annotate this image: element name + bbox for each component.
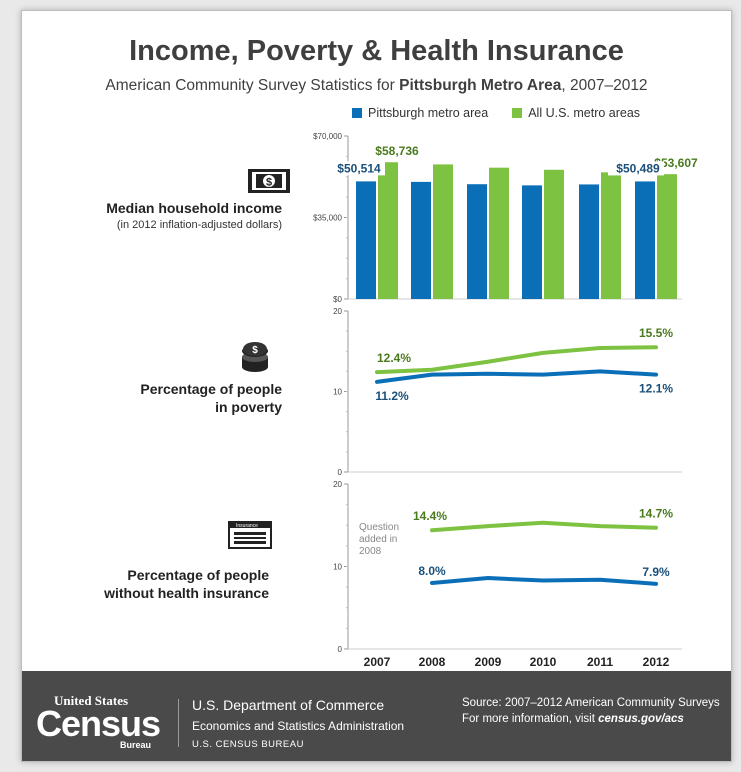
bar-us-2008: [433, 164, 453, 299]
data-label-bg-pittsburgh-2007: [329, 161, 385, 176]
x-tick-label-2012: 2012: [643, 655, 670, 669]
data-label-us-2012: $53,607: [654, 156, 698, 170]
data-label-us-1-2007: 12.4%: [377, 351, 411, 365]
income-label: Median household income (in 2012 inflati…: [22, 199, 282, 231]
line-pittsburgh-2: [430, 576, 658, 586]
page-title: Income, Poverty & Health Insurance: [129, 35, 624, 67]
y-tick-label-1: 0: [338, 468, 343, 477]
y-tick-label-2: 10: [333, 563, 342, 572]
question-note-line: 2008: [359, 546, 382, 557]
legend-label-pittsburgh: Pittsburgh metro area: [368, 106, 489, 120]
logo-united-states: United States: [54, 693, 129, 708]
x-tick-label-2007: 2007: [364, 655, 391, 669]
department-name: U.S. Department of Commerce: [192, 697, 385, 713]
bar-us-2012: [657, 174, 677, 299]
department-info: U.S. Department of Commerce Economics an…: [192, 697, 404, 750]
bureau-name: U.S. CENSUS BUREAU: [192, 739, 304, 750]
line-us-2: [430, 520, 658, 533]
administration-name: Economics and Statistics Administration: [192, 719, 405, 733]
insurance-title-line2: without health insurance: [104, 585, 269, 601]
bar-pittsburgh-2009: [467, 184, 487, 299]
data-label-us-2007: $58,736: [375, 144, 419, 158]
logo-bureau: Bureau: [120, 740, 152, 750]
data-label-pittsburgh-2-2008: 8.0%: [418, 564, 446, 578]
more-info-prefix: For more information, visit: [462, 713, 599, 725]
bar-pittsburgh-2012: [635, 181, 655, 299]
bar-us-2011: [601, 172, 621, 299]
data-label-pittsburgh-2007: $50,514: [337, 161, 381, 175]
y-tick-label-2: 20: [333, 480, 342, 489]
y-tick-label-0: $35,000: [313, 214, 342, 223]
source-line: Source: 2007–2012 American Community Sur…: [462, 697, 720, 709]
legend-label-us: All U.S. metro areas: [528, 106, 641, 120]
y-tick-label-2: 0: [338, 645, 343, 654]
y-tick-label-0: $0: [333, 295, 342, 304]
data-label-us-1-2012: 15.5%: [639, 326, 673, 340]
chart-area: $0 $35,000 $70,000 $58,736 $50,514 $53,607$50…: [313, 132, 704, 669]
footer: United States Census Bureau U.S. Departm…: [22, 671, 731, 761]
legend-item-pittsburgh: Pittsburgh metro area: [352, 106, 488, 120]
data-label-pittsburgh-1-2012: 12.1%: [639, 382, 673, 396]
y-tick-label-1: 10: [333, 388, 342, 397]
question-note-line: Question: [359, 522, 399, 533]
line-us-1: [375, 345, 658, 375]
census-logo: United States Census Bureau: [36, 693, 166, 750]
more-info-line: For more information, visit census.gov/a…: [462, 711, 720, 727]
page-subtitle: American Community Survey Statistics for…: [22, 77, 731, 95]
x-tick-label-2009: 2009: [475, 655, 502, 669]
subtitle-prefix: American Community Survey Statistics for: [105, 77, 400, 94]
svg-text:$: $: [266, 177, 272, 189]
coins-icon: $: [239, 339, 271, 378]
infographic-frame: Income, Poverty & Health Insurance Ameri…: [21, 10, 732, 762]
y-tick-label-1: 20: [333, 307, 342, 316]
question-note-line: added in: [359, 534, 397, 545]
data-label-us-2-2012: 14.7%: [639, 507, 673, 521]
insurance-card-icon: Insurance: [228, 521, 272, 554]
line-pittsburgh-1: [375, 369, 658, 384]
x-tick-label-2010: 2010: [530, 655, 557, 669]
income-title: Median household income: [106, 200, 282, 216]
legend-swatch-us: [512, 108, 523, 118]
poverty-label: Percentage of people in poverty: [22, 380, 282, 416]
dollar-bill-icon: $: [247, 168, 291, 199]
subtitle-area: Pittsburgh Metro Area: [399, 77, 562, 94]
footer-divider: [178, 699, 179, 747]
bar-pittsburgh-2011: [579, 184, 599, 299]
poverty-title-line2: in poverty: [215, 399, 282, 415]
income-subtitle: (in 2012 inflation-adjusted dollars): [116, 219, 282, 231]
y-tick-label-0: $70,000: [313, 132, 342, 141]
x-tick-label-2011: 2011: [587, 655, 613, 669]
data-label-bg-us-2007: [369, 144, 425, 159]
bar-us-2010: [544, 169, 564, 299]
data-label-pittsburgh-2012: $50,489: [616, 161, 660, 175]
x-tick-label-2008: 2008: [419, 655, 446, 669]
legend-swatch-pittsburgh: [352, 108, 362, 118]
data-label-pittsburgh-2-2012: 7.9%: [642, 565, 670, 579]
census-link[interactable]: census.gov/acs: [598, 713, 684, 725]
logo-census: Census: [36, 703, 161, 744]
bar-pittsburgh-2007: [356, 181, 376, 299]
chart-legend: Pittsburgh metro area All U.S. metro are…: [352, 106, 664, 120]
data-label-pittsburgh-1-2007: 11.2%: [375, 389, 409, 403]
insurance-title-line1: Percentage of people: [127, 567, 269, 583]
insurance-card-text: Insurance: [236, 523, 258, 529]
bar-pittsburgh-2010: [522, 185, 542, 299]
bar-pittsburgh-2008: [411, 181, 431, 299]
svg-text:$: $: [252, 345, 258, 356]
data-label-us-2-2008: 14.4%: [413, 509, 447, 523]
subtitle-years: , 2007–2012: [561, 77, 648, 94]
legend-item-us: All U.S. metro areas: [512, 106, 640, 120]
bar-us-2009: [489, 167, 509, 299]
insurance-label: Percentage of people without health insu…: [22, 566, 269, 602]
data-label-bg-pittsburgh-2012: [608, 161, 664, 176]
bar-us-2007: [378, 162, 398, 299]
source-info: Source: 2007–2012 American Community Sur…: [462, 695, 720, 727]
poverty-title-line1: Percentage of people: [140, 381, 282, 397]
